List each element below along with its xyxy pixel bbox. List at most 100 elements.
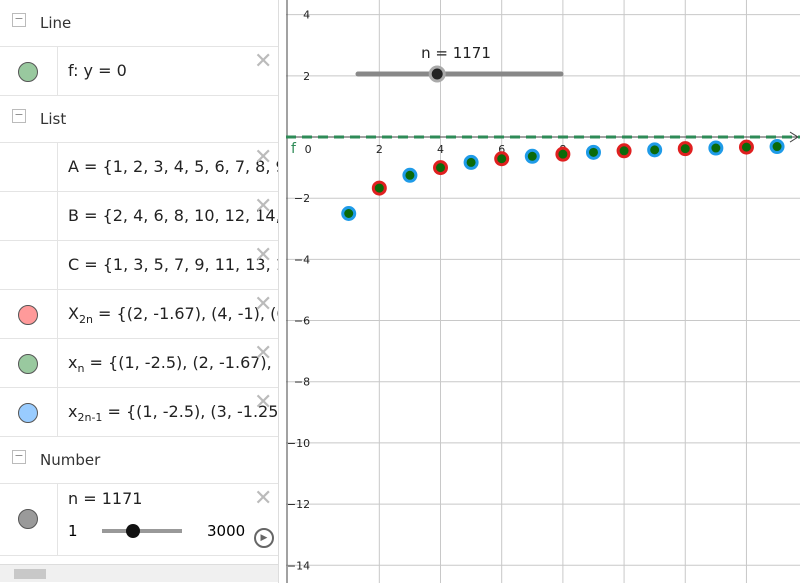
visibility-icon[interactable] [18, 354, 38, 374]
point [769, 139, 785, 155]
item-label: B = {2, 4, 6, 8, 10, 12, 14, [68, 206, 279, 225]
section-header[interactable]: − List [0, 96, 278, 143]
visibility-icon[interactable] [18, 62, 38, 82]
scrollbar[interactable] [0, 564, 278, 582]
item-text: B = {2, 4, 6, 8, 10, 12, 14, [68, 206, 279, 225]
point [433, 160, 449, 176]
visibility-icon[interactable] [18, 305, 38, 325]
x-tick-label: 0 [305, 143, 312, 156]
separator [57, 290, 58, 338]
item-subscript: 2n [78, 313, 93, 327]
y-tick-label: −10 [287, 437, 310, 450]
point [585, 144, 601, 160]
x-tick-label: 6 [498, 143, 505, 156]
item-subscript: n [77, 362, 85, 376]
item-text: A = {1, 2, 3, 4, 5, 6, 7, 8, 9 [68, 157, 279, 176]
visibility-icon[interactable] [18, 509, 38, 529]
item-label: = {(1, -2.5), (3, -1.25) [102, 402, 279, 421]
collapse-icon: − [12, 450, 26, 464]
algebra-view: − Line f: y = 0 ✕ − List A = {1, 2, 3, 4, 5, 6… [0, 0, 279, 583]
point [494, 151, 510, 167]
y-tick-label: 4 [303, 9, 310, 22]
item-label: C = {1, 3, 5, 7, 9, 11, 13, 1 [68, 255, 279, 274]
point [555, 146, 571, 162]
point [738, 139, 754, 155]
y-tick-label: −12 [287, 498, 310, 511]
separator [57, 241, 58, 289]
delete-button[interactable]: ✕ [254, 390, 273, 415]
item-label: A = {1, 2, 3, 4, 5, 6, 7, 8, 9 [68, 157, 279, 176]
separator [57, 47, 58, 95]
separator [57, 388, 58, 436]
collapse-icon: − [12, 109, 26, 123]
separator [57, 143, 58, 191]
y-tick-label: −14 [287, 559, 310, 572]
delete-button[interactable]: ✕ [254, 243, 273, 268]
section-title: List [40, 110, 67, 128]
algebra-item[interactable]: B = {2, 4, 6, 8, 10, 12, 14, ✕ [0, 192, 278, 241]
item-subscript: 2n-1 [77, 411, 103, 425]
slider-max: 3000 [207, 522, 246, 540]
item-name: X [68, 304, 79, 323]
x-tick-label: 4 [437, 143, 444, 156]
line-label: f [291, 141, 297, 157]
x-tick-label: 2 [376, 143, 383, 156]
item-label: n = 1171 [68, 489, 143, 508]
item-name: x [68, 402, 78, 421]
algebra-item[interactable]: A = {1, 2, 3, 4, 5, 6, 7, 8, 9 ✕ [0, 143, 278, 192]
algebra-item[interactable]: x2n-1 = {(1, -2.5), (3, -1.25) ✕ [0, 388, 278, 437]
point [647, 142, 663, 158]
delete-button[interactable]: ✕ [254, 145, 273, 170]
item-text: n = 1171 [68, 489, 142, 508]
item-label: = {(2, -1.67), (4, -1), (6 [92, 304, 279, 323]
point [371, 180, 387, 196]
point [341, 206, 357, 222]
slider-track [102, 529, 182, 533]
point [677, 141, 693, 157]
slider-knob[interactable] [126, 524, 141, 538]
point [524, 148, 540, 164]
item-label: f: y = 0 [68, 61, 127, 80]
algebra-item[interactable]: X2n = {(2, -1.67), (4, -1), (6 ✕ [0, 290, 278, 339]
point [616, 143, 632, 159]
delete-button[interactable]: ✕ [254, 341, 273, 366]
item-text: X2n = {(2, -1.67), (4, -1), (6 [68, 304, 279, 327]
section-title: Number [40, 451, 101, 469]
collapse-icon: − [12, 13, 26, 27]
y-tick-label: −4 [294, 253, 310, 266]
slider-min: 1 [68, 522, 78, 540]
slider-knob[interactable] [428, 65, 446, 83]
slider-label: n = 1171 [421, 44, 491, 62]
separator [57, 484, 58, 555]
delete-button[interactable]: ✕ [254, 486, 273, 511]
algebra-item[interactable]: f: y = 0 ✕ [0, 47, 278, 96]
visibility-icon[interactable] [18, 403, 38, 423]
algebra-item[interactable]: C = {1, 3, 5, 7, 9, 11, 13, 1 ✕ [0, 241, 278, 290]
item-name: x [68, 353, 78, 372]
point [402, 167, 418, 183]
section-header[interactable]: − Line [0, 0, 278, 47]
item-label: = {(1, -2.5), (2, -1.67), ( [84, 353, 279, 372]
section-title: Line [40, 14, 72, 32]
delete-button[interactable]: ✕ [254, 292, 273, 317]
item-text: x2n-1 = {(1, -2.5), (3, -1.25) [68, 402, 279, 425]
delete-button[interactable]: ✕ [254, 49, 273, 74]
point [708, 140, 724, 156]
y-tick-label: −2 [294, 192, 310, 205]
separator [57, 339, 58, 387]
item-text: C = {1, 3, 5, 7, 9, 11, 13, 1 [68, 255, 279, 274]
y-tick-label: −6 [294, 315, 310, 328]
item-text: f: y = 0 [68, 61, 127, 80]
item-text: xn = {(1, -2.5), (2, -1.67), ( [68, 353, 279, 376]
point [463, 154, 479, 170]
separator [57, 192, 58, 240]
y-tick-label: −8 [294, 376, 310, 389]
play-button[interactable]: ▶ [254, 528, 274, 548]
algebra-item[interactable]: xn = {(1, -2.5), (2, -1.67), (✕ [0, 339, 278, 388]
section-header[interactable]: − Number [0, 437, 278, 484]
delete-button[interactable]: ✕ [254, 194, 273, 219]
algebra-item[interactable]: n = 1171 ✕ 1 3000 ▶ [0, 484, 278, 556]
y-tick-label: 2 [303, 70, 310, 83]
